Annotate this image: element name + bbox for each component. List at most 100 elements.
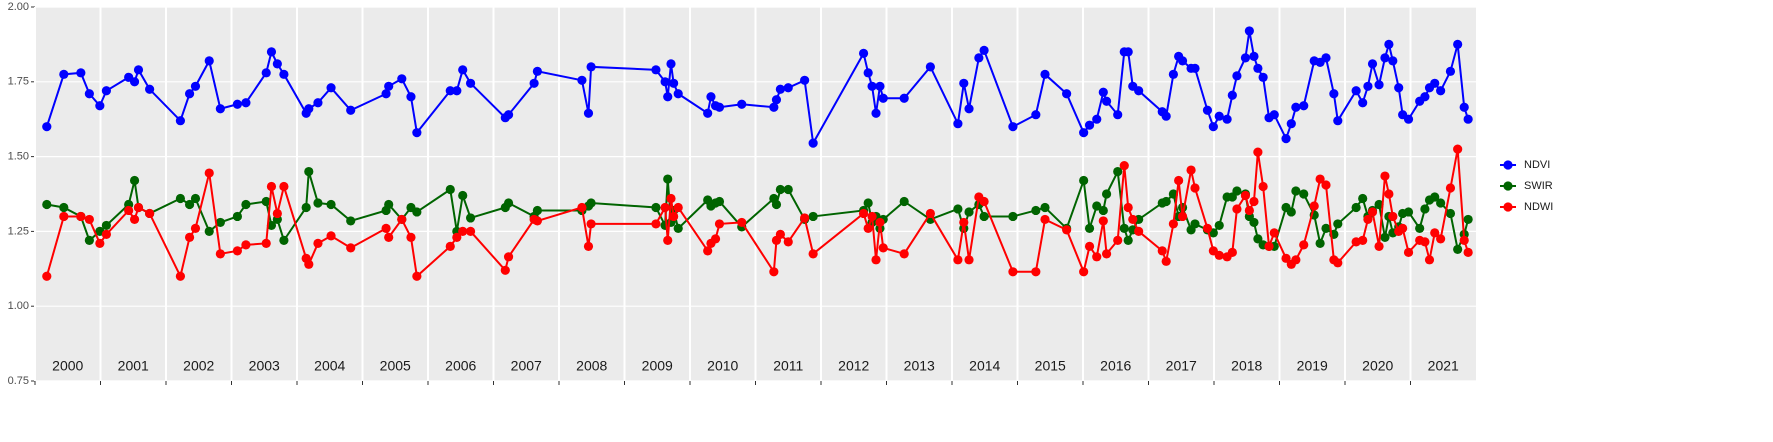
data-point xyxy=(1092,201,1102,211)
data-point xyxy=(775,229,785,239)
data-point xyxy=(95,238,105,248)
data-point xyxy=(863,198,873,208)
data-point xyxy=(1258,72,1268,82)
data-point xyxy=(406,92,416,102)
data-point xyxy=(532,205,542,216)
legend-key xyxy=(1503,160,1513,170)
data-point xyxy=(1079,267,1089,277)
data-point xyxy=(663,92,673,102)
year-label: 2001 xyxy=(118,358,149,374)
data-point xyxy=(1202,223,1213,234)
data-point xyxy=(175,193,186,204)
data-point xyxy=(863,68,873,78)
data-point xyxy=(1232,186,1242,196)
data-point xyxy=(1358,98,1368,108)
year-label: 2015 xyxy=(1035,358,1066,374)
data-point xyxy=(1168,189,1178,199)
data-point xyxy=(412,207,422,217)
data-point xyxy=(1388,56,1398,66)
data-point xyxy=(1329,89,1339,99)
data-point xyxy=(232,246,242,256)
data-point xyxy=(1098,205,1108,216)
data-point xyxy=(261,68,271,78)
data-point xyxy=(1101,96,1112,106)
data-point xyxy=(1240,53,1251,63)
data-point xyxy=(503,110,514,120)
data-point xyxy=(737,217,747,228)
year-label: 2019 xyxy=(1297,358,1328,374)
data-point xyxy=(1315,238,1325,248)
data-point xyxy=(703,108,713,118)
data-point xyxy=(974,53,984,63)
data-point xyxy=(858,48,869,58)
data-point xyxy=(266,181,277,192)
data-point xyxy=(1062,225,1072,235)
data-point xyxy=(381,89,391,99)
data-point xyxy=(586,219,596,229)
data-point xyxy=(1363,81,1373,91)
data-point xyxy=(1358,235,1368,245)
data-point xyxy=(1253,63,1263,73)
data-point xyxy=(964,255,974,265)
data-point xyxy=(304,104,314,114)
data-point xyxy=(1286,207,1296,217)
year-label: 2000 xyxy=(52,358,83,374)
data-point xyxy=(703,246,713,256)
data-point xyxy=(1092,252,1102,262)
data-point xyxy=(101,220,111,231)
data-point xyxy=(241,240,251,250)
data-point xyxy=(1177,211,1188,222)
data-point xyxy=(1222,114,1232,124)
year-label: 2006 xyxy=(445,358,476,374)
data-point xyxy=(1299,101,1309,111)
data-point xyxy=(953,119,963,129)
data-point xyxy=(1249,196,1259,207)
data-point xyxy=(800,75,810,85)
data-point xyxy=(1208,122,1218,132)
year-label: 2004 xyxy=(314,358,345,374)
data-point xyxy=(1249,217,1259,228)
year-label: 2010 xyxy=(707,358,738,374)
data-point xyxy=(1291,102,1301,112)
data-point xyxy=(503,252,514,262)
data-point xyxy=(1463,247,1473,257)
data-point xyxy=(1367,59,1378,69)
data-point xyxy=(979,196,989,207)
data-point xyxy=(1374,241,1384,251)
data-point xyxy=(76,68,86,78)
data-point xyxy=(412,128,422,138)
data-point xyxy=(190,223,201,234)
data-point xyxy=(1363,214,1373,225)
data-point xyxy=(503,198,514,208)
data-point xyxy=(124,205,134,216)
data-point xyxy=(583,108,594,118)
data-point xyxy=(953,204,963,214)
data-point xyxy=(871,255,881,265)
data-point xyxy=(1190,219,1200,229)
data-point xyxy=(1113,235,1123,245)
data-point xyxy=(204,56,214,66)
data-point xyxy=(42,122,52,132)
data-point xyxy=(769,102,779,112)
data-point xyxy=(1430,78,1440,88)
data-point xyxy=(232,211,242,222)
data-point xyxy=(1098,87,1108,97)
year-label: 2012 xyxy=(838,358,869,374)
data-point xyxy=(964,104,974,114)
data-point xyxy=(1119,223,1129,234)
data-point xyxy=(1430,228,1440,238)
data-point xyxy=(979,45,989,55)
data-point xyxy=(1264,241,1274,251)
data-point xyxy=(1453,144,1463,154)
data-point xyxy=(1291,255,1301,265)
data-point xyxy=(1430,192,1440,202)
data-point xyxy=(129,175,140,186)
data-point xyxy=(261,238,271,248)
data-point xyxy=(1161,111,1171,121)
data-point xyxy=(381,223,391,234)
data-point xyxy=(775,84,785,94)
data-point xyxy=(500,265,510,275)
data-point xyxy=(145,84,155,94)
data-point xyxy=(673,89,683,99)
